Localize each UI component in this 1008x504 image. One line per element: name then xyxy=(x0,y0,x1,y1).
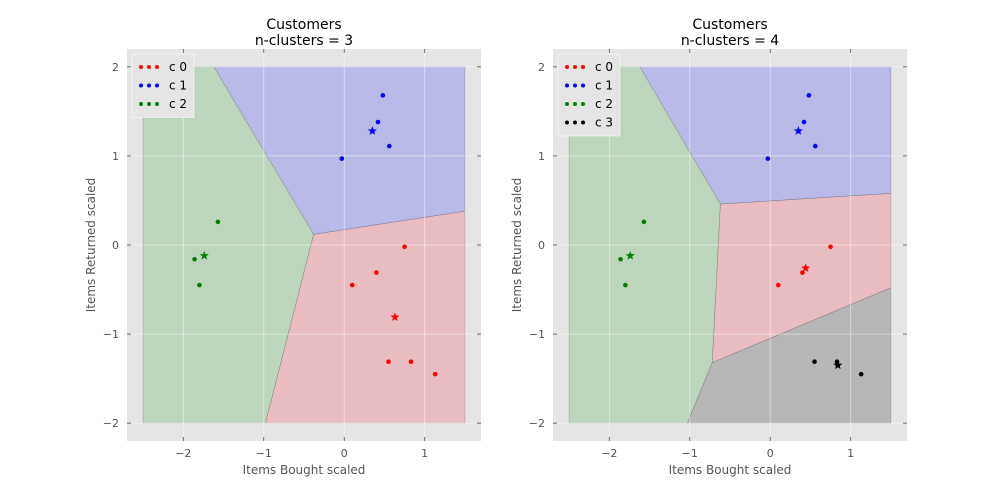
legend-marker-c3 xyxy=(565,120,569,125)
data-point-c0 xyxy=(775,282,781,288)
data-point-c0 xyxy=(349,282,355,288)
x-tick-label: 0 xyxy=(341,447,348,460)
y-axis-label: Items Returned scaled xyxy=(84,178,98,313)
x-tick-label: −2 xyxy=(601,447,617,460)
legend-marker-c0 xyxy=(139,65,143,69)
y-tick-label: −1 xyxy=(529,328,545,341)
legend-marker-c0 xyxy=(573,65,577,69)
x-axis-label: Items Bought scaled xyxy=(669,463,792,477)
legend-label-c3: c 3 xyxy=(595,116,613,130)
chart-subtitle: n-clusters = 3 xyxy=(255,33,353,49)
centroid-star-c1 xyxy=(367,126,377,135)
x-tick-label: 0 xyxy=(767,447,774,460)
data-point-c1 xyxy=(375,119,381,125)
data-point-c2 xyxy=(623,282,628,288)
centroid-star-c1 xyxy=(793,126,803,135)
x-tick-label: 1 xyxy=(847,447,854,460)
y-tick-label: 0 xyxy=(538,239,545,252)
chart-title: Customers xyxy=(266,17,341,33)
chart-subtitle: n-clusters = 4 xyxy=(681,33,779,49)
data-point-c1 xyxy=(806,93,812,98)
data-point-c2 xyxy=(192,256,197,262)
legend-label-c1: c 1 xyxy=(169,79,187,93)
legend-marker-c2 xyxy=(139,102,143,106)
y-tick-label: 1 xyxy=(112,150,119,163)
y-tick-label: −2 xyxy=(529,417,545,430)
x-axis-label: Items Bought scaled xyxy=(243,463,366,477)
legend-marker-c2 xyxy=(573,102,577,106)
data-point-c1 xyxy=(339,156,345,161)
legend-marker-c2 xyxy=(565,102,569,106)
legend-marker-c1 xyxy=(155,83,159,88)
legend: c 0 c 1 c 2 c 3 xyxy=(557,53,621,137)
centroid-star-c2 xyxy=(625,250,635,260)
legend-marker-c3 xyxy=(581,120,585,125)
data-point-c0 xyxy=(828,244,833,250)
legend-label-c1: c 1 xyxy=(595,79,613,93)
data-point-c0 xyxy=(386,359,391,365)
data-point-c0 xyxy=(408,359,414,365)
y-tick-label: 2 xyxy=(112,61,119,74)
legend-marker-c1 xyxy=(573,83,577,88)
y-axis-label: Items Returned scaled xyxy=(510,178,524,313)
y-tick-label: −2 xyxy=(103,417,119,430)
data-point-c2 xyxy=(641,219,647,225)
centroid-star-c3 xyxy=(833,360,843,370)
data-point-c1 xyxy=(380,93,386,98)
legend-marker-c1 xyxy=(139,83,143,88)
legend-label-c0: c 0 xyxy=(169,60,187,74)
legend: c 0 c 1 c 2 xyxy=(131,53,195,118)
legend-marker-c0 xyxy=(147,65,151,69)
data-point-c1 xyxy=(386,143,392,149)
x-tick-label: −1 xyxy=(682,447,698,460)
legend-marker-c1 xyxy=(565,83,569,88)
y-tick-label: 1 xyxy=(538,150,545,163)
legend-marker-c1 xyxy=(581,83,585,88)
legend-marker-c1 xyxy=(147,83,151,88)
centroid-star-c0 xyxy=(801,263,811,273)
x-tick-label: −2 xyxy=(175,447,191,460)
x-tick-label: −1 xyxy=(256,447,272,460)
legend-marker-c2 xyxy=(581,102,585,106)
data-point-c2 xyxy=(197,282,202,288)
legend-marker-c3 xyxy=(573,120,577,125)
data-point-c2 xyxy=(618,256,623,262)
data-point-c1 xyxy=(801,119,807,125)
y-tick-label: 0 xyxy=(112,239,119,252)
chart-title: Customers xyxy=(692,17,767,33)
legend-marker-c2 xyxy=(147,102,151,106)
y-tick-label: 2 xyxy=(538,61,545,74)
legend-marker-c2 xyxy=(155,102,159,106)
data-point-c3 xyxy=(858,371,864,377)
data-point-c2 xyxy=(215,219,221,225)
legend-marker-c0 xyxy=(155,65,159,69)
data-point-c0 xyxy=(374,270,379,275)
legend-label-c2: c 2 xyxy=(595,97,613,111)
legend-marker-c0 xyxy=(581,65,585,69)
data-point-c0 xyxy=(432,371,438,377)
x-tick-label: 1 xyxy=(421,447,428,460)
legend-label-c0: c 0 xyxy=(595,60,613,74)
data-point-c1 xyxy=(812,143,818,149)
centroid-star-c0 xyxy=(390,312,400,322)
centroid-star-c2 xyxy=(199,250,209,260)
legend-label-c2: c 2 xyxy=(169,97,187,111)
data-point-c0 xyxy=(402,244,407,250)
data-point-c3 xyxy=(812,359,817,365)
legend-marker-c0 xyxy=(565,65,569,69)
y-tick-label: −1 xyxy=(103,328,119,341)
data-point-c1 xyxy=(765,156,771,161)
